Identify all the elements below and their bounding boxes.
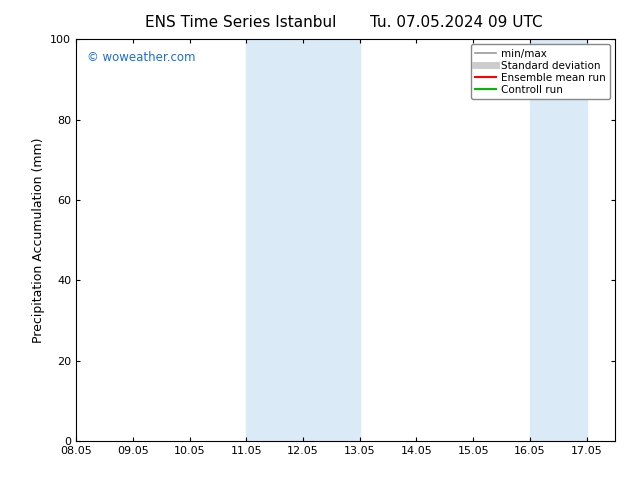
Bar: [246, 39, 303, 441]
Text: Tu. 07.05.2024 09 UTC: Tu. 07.05.2024 09 UTC: [370, 15, 543, 30]
Text: © woweather.com: © woweather.com: [87, 51, 195, 64]
Y-axis label: Precipitation Accumulation (mm): Precipitation Accumulation (mm): [32, 137, 44, 343]
Bar: [303, 39, 359, 441]
Text: ENS Time Series Istanbul: ENS Time Series Istanbul: [145, 15, 337, 30]
Bar: [530, 39, 586, 441]
Legend: min/max, Standard deviation, Ensemble mean run, Controll run: min/max, Standard deviation, Ensemble me…: [470, 45, 610, 99]
